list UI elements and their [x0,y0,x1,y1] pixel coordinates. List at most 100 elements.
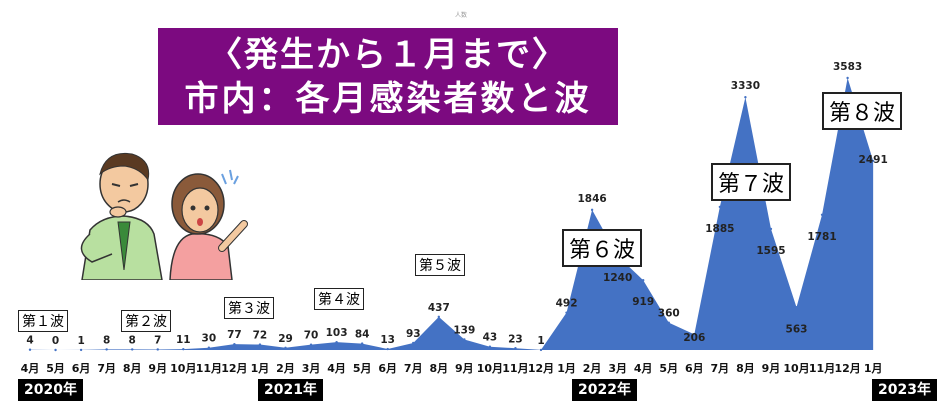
chart-title-line2: 市内：各月感染者数と波 [184,78,592,119]
wave-label-6: 第６波 [562,229,643,267]
x-tick-label: 9月 [455,362,474,375]
data-label: 3583 [833,61,862,73]
x-tick-label: 11月 [196,362,222,375]
data-point [79,348,83,352]
wave-label-7: 第７波 [711,163,792,201]
data-label: 8 [103,334,110,346]
data-label: 0 [52,335,59,347]
x-tick-label: 1月 [251,362,270,375]
data-point [105,348,108,351]
wave-label-3: 第３波 [224,297,274,319]
data-label: 72 [253,330,268,342]
x-tick-label: 6月 [378,362,397,375]
data-label: 1846 [577,193,606,205]
data-label: 7 [154,334,161,346]
data-label: 29 [278,333,293,345]
data-label: 1240 [603,272,632,284]
x-tick-label: 10月 [477,362,503,375]
data-point [718,205,722,209]
x-tick-label: 5月 [659,362,678,375]
year-label-2020: 2020年 [18,379,83,401]
chart-title-line1: 〈発生から１月まで〉 [208,34,568,75]
x-tick-label: 4月 [21,362,40,375]
x-tick-label: 3月 [302,362,321,375]
x-tick-label: 12月 [221,362,247,375]
data-label: 11 [176,334,191,346]
data-point [412,341,415,345]
data-label: 1 [537,335,544,347]
x-tick-label: 8月 [429,362,448,375]
worried-couple-illustration [80,152,248,280]
x-tick-label: 8月 [736,362,755,375]
x-tick-label: 2月 [276,362,295,375]
data-label: 919 [632,296,654,308]
x-tick-label: 11月 [502,362,528,375]
chart-title-box: 〈発生から１月まで〉 市内：各月感染者数と波 [158,28,618,125]
wave-label-5: 第５波 [415,254,465,276]
y-axis-label: 人数 [455,12,468,19]
data-point [820,213,824,216]
data-label: 2491 [859,154,888,166]
year-label-2021: 2021年 [258,379,323,401]
wave-label-4: 第４波 [314,288,364,310]
data-point [54,348,57,352]
x-tick-label: 11月 [809,362,835,375]
wave-label-2: 第２波 [121,310,171,332]
x-tick-label: 12月 [528,362,554,375]
data-label: 30 [202,333,217,345]
x-tick-label: 7月 [711,362,730,375]
x-tick-label: 9月 [148,362,167,375]
data-point [514,347,517,350]
data-label: 93 [406,328,421,340]
wave-label-8: 第８波 [822,92,903,130]
data-label: 43 [483,332,498,344]
data-point [284,346,287,349]
data-label: 103 [326,327,348,339]
man-figure [80,152,163,280]
data-label: 77 [227,329,242,341]
data-point [871,159,875,163]
data-point [207,346,211,349]
data-point [386,347,389,351]
x-tick-label: 10月 [170,362,196,375]
x-tick-label: 1月 [557,362,576,375]
x-tick-label: 12月 [834,362,860,375]
data-label: 563 [786,323,808,335]
year-label-2023: 2023年 [872,379,937,401]
data-point [769,227,773,231]
data-point [667,321,670,324]
x-tick-label: 5月 [46,362,65,375]
data-point [182,347,185,351]
data-point [590,208,594,212]
x-tick-label: 8月 [123,362,142,375]
data-label: 4 [26,335,33,347]
data-label: 1885 [705,223,734,235]
wave-label-1: 第１波 [18,310,68,332]
woman-figure [169,169,248,280]
x-tick-label: 4月 [327,362,346,375]
series-area [30,78,874,350]
data-point [309,343,313,346]
x-tick-label: 3月 [608,362,627,375]
data-label: 70 [304,330,319,342]
x-tick-label: 2月 [583,362,602,375]
data-label: 8 [129,334,136,346]
data-label: 1595 [756,245,785,257]
data-point [642,279,645,282]
data-point [463,338,466,341]
data-point [795,306,798,309]
x-tick-label: 6月 [685,362,704,375]
data-point [28,348,32,351]
data-point [233,342,236,346]
data-point [335,340,338,344]
data-label: 1 [77,335,84,347]
x-tick-label: 1月 [864,362,883,375]
data-point [156,348,159,351]
data-label: 23 [508,333,523,345]
x-tick-label: 7月 [404,362,423,375]
data-point [565,311,568,314]
data-label: 492 [556,298,578,310]
data-point [437,315,440,319]
data-point [693,333,696,336]
